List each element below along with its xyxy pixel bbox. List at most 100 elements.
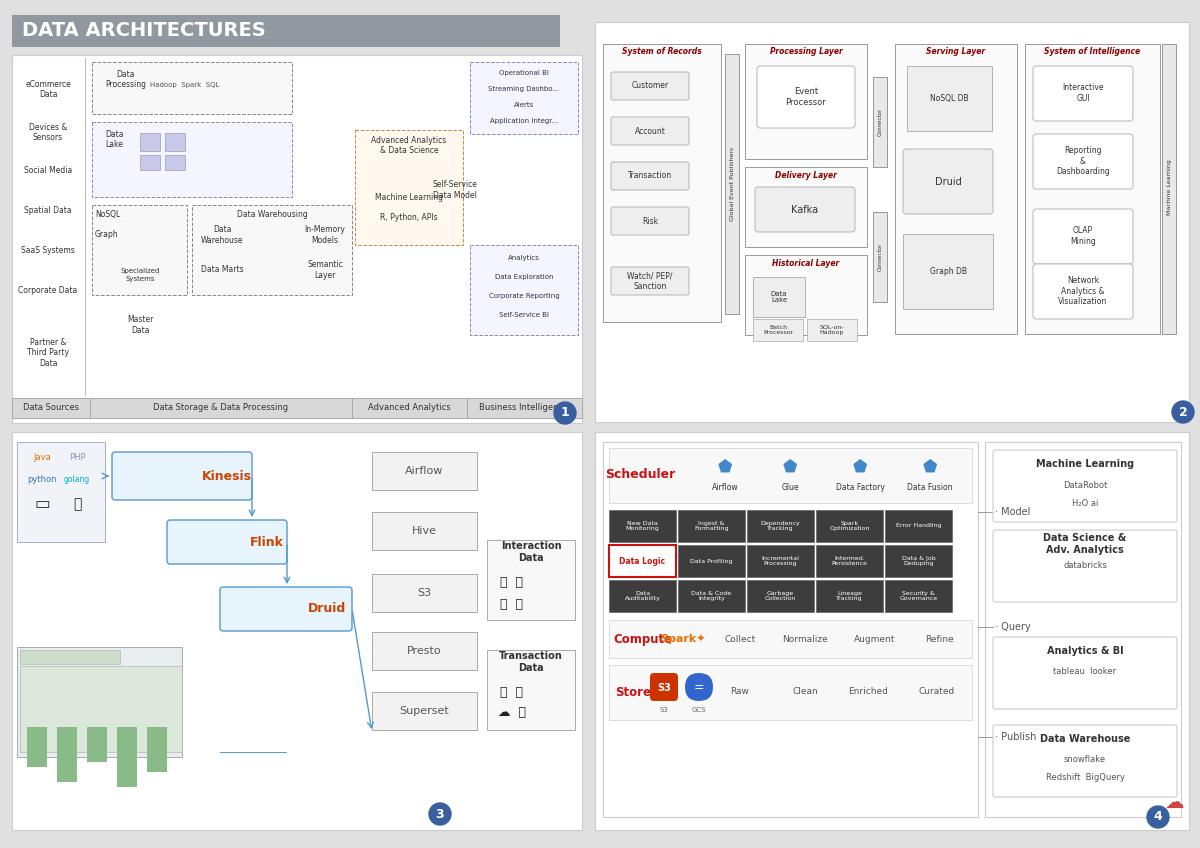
Text: Superset: Superset bbox=[400, 706, 449, 716]
Text: · Publish: · Publish bbox=[995, 732, 1037, 742]
Text: tableau  looker: tableau looker bbox=[1054, 667, 1116, 677]
Bar bbox=[118, 727, 137, 787]
Text: OLAP
Mining: OLAP Mining bbox=[1070, 226, 1096, 246]
Bar bbox=[12, 432, 582, 830]
Bar bbox=[886, 545, 952, 577]
Text: 3: 3 bbox=[436, 807, 444, 821]
Bar bbox=[372, 452, 478, 490]
Bar bbox=[372, 512, 478, 550]
Text: Store: Store bbox=[616, 685, 650, 699]
Text: PHP: PHP bbox=[68, 453, 85, 461]
Text: Normalize: Normalize bbox=[782, 634, 828, 644]
Text: Master
Data: Master Data bbox=[127, 315, 154, 335]
FancyBboxPatch shape bbox=[1033, 264, 1133, 319]
Bar bbox=[1025, 44, 1160, 334]
Bar bbox=[487, 540, 575, 620]
Bar bbox=[745, 44, 866, 159]
Text: System of Intelligence: System of Intelligence bbox=[1044, 47, 1140, 57]
Bar bbox=[140, 155, 160, 170]
Bar bbox=[470, 245, 578, 335]
Bar bbox=[166, 133, 185, 151]
FancyBboxPatch shape bbox=[1033, 66, 1133, 121]
Bar bbox=[372, 632, 478, 670]
Text: 2: 2 bbox=[1178, 405, 1187, 419]
FancyBboxPatch shape bbox=[994, 530, 1177, 602]
Text: S3: S3 bbox=[416, 588, 431, 598]
Text: Hadoop  Spark  SQL: Hadoop Spark SQL bbox=[150, 82, 220, 88]
FancyBboxPatch shape bbox=[755, 187, 854, 232]
Text: S3: S3 bbox=[660, 707, 668, 713]
Bar bbox=[17, 647, 182, 757]
Bar bbox=[470, 62, 578, 134]
Text: Data Marts: Data Marts bbox=[200, 265, 244, 275]
Bar bbox=[746, 510, 814, 542]
FancyBboxPatch shape bbox=[994, 725, 1177, 797]
Bar bbox=[166, 155, 185, 170]
Text: Machine Learning: Machine Learning bbox=[374, 193, 443, 203]
Bar bbox=[746, 545, 814, 577]
Text: Streaming Dashbo...: Streaming Dashbo... bbox=[488, 86, 559, 92]
Text: =: = bbox=[694, 682, 704, 695]
Text: Hive: Hive bbox=[412, 526, 437, 536]
Bar bbox=[678, 580, 745, 612]
Bar bbox=[808, 319, 857, 341]
Text: Security &
Governance: Security & Governance bbox=[900, 590, 937, 601]
FancyBboxPatch shape bbox=[611, 207, 689, 235]
FancyBboxPatch shape bbox=[220, 587, 352, 631]
FancyBboxPatch shape bbox=[994, 637, 1177, 709]
Bar bbox=[895, 44, 1018, 334]
Text: Batch
Processor: Batch Processor bbox=[763, 325, 793, 336]
Text: Partner &
Third Party
Data: Partner & Third Party Data bbox=[28, 338, 70, 368]
Bar bbox=[352, 398, 467, 418]
Text: Airflow: Airflow bbox=[712, 483, 738, 492]
Bar bbox=[904, 234, 994, 309]
Circle shape bbox=[1147, 806, 1169, 828]
Text: Advanced Analytics: Advanced Analytics bbox=[367, 404, 450, 412]
Bar bbox=[816, 580, 883, 612]
Text: Semantic
Layer: Semantic Layer bbox=[307, 260, 343, 280]
Text: 1: 1 bbox=[560, 406, 569, 420]
FancyBboxPatch shape bbox=[1033, 209, 1133, 264]
Text: Alerts: Alerts bbox=[514, 102, 534, 108]
Text: 📊  🗄️: 📊 🗄️ bbox=[500, 685, 523, 699]
Text: Delivery Layer: Delivery Layer bbox=[775, 170, 836, 180]
Text: Corporate Reporting: Corporate Reporting bbox=[488, 293, 559, 299]
FancyBboxPatch shape bbox=[1033, 134, 1133, 189]
Bar bbox=[20, 666, 182, 752]
Bar bbox=[192, 205, 352, 295]
Text: 📱  📄: 📱 📄 bbox=[500, 576, 523, 589]
Text: Collect: Collect bbox=[725, 634, 756, 644]
Text: Error Handling: Error Handling bbox=[895, 523, 941, 528]
Text: Interaction
Data: Interaction Data bbox=[500, 541, 562, 563]
Text: ☁: ☁ bbox=[1165, 793, 1184, 812]
Text: Event
Processor: Event Processor bbox=[786, 87, 827, 107]
Text: Data Storage & Data Processing: Data Storage & Data Processing bbox=[154, 404, 288, 412]
Text: R, Python, APIs: R, Python, APIs bbox=[380, 214, 438, 222]
Text: Kinesis: Kinesis bbox=[202, 470, 252, 483]
Text: Garbage
Collection: Garbage Collection bbox=[764, 590, 796, 601]
Text: Corporate Data: Corporate Data bbox=[18, 286, 78, 295]
Bar bbox=[610, 448, 972, 503]
Text: Data & Job
Deduping: Data & Job Deduping bbox=[901, 555, 935, 566]
Text: Data Exploration: Data Exploration bbox=[494, 274, 553, 280]
Text: Dependency
Tracking: Dependency Tracking bbox=[761, 521, 800, 532]
Text: Intermed.
Persistence: Intermed. Persistence bbox=[832, 555, 868, 566]
Text: python: python bbox=[28, 476, 56, 484]
Text: Scheduler: Scheduler bbox=[605, 468, 676, 482]
Text: SQL-on-
Hadoop: SQL-on- Hadoop bbox=[820, 325, 845, 336]
Bar bbox=[355, 130, 463, 245]
Text: NoSQL: NoSQL bbox=[95, 210, 120, 219]
Text: Customer: Customer bbox=[631, 81, 668, 91]
Bar bbox=[816, 510, 883, 542]
Bar bbox=[745, 255, 866, 335]
Text: Analytics: Analytics bbox=[508, 255, 540, 261]
Bar bbox=[678, 510, 745, 542]
Bar bbox=[140, 133, 160, 151]
Bar bbox=[12, 55, 582, 423]
Text: DataRobot: DataRobot bbox=[1063, 481, 1108, 489]
Text: ⬟: ⬟ bbox=[853, 458, 868, 476]
Text: ⬟: ⬟ bbox=[923, 458, 937, 476]
Text: Ingest &
Formatting: Ingest & Formatting bbox=[695, 521, 728, 532]
Text: 4: 4 bbox=[1153, 811, 1163, 823]
Text: Devices &
Sensors: Devices & Sensors bbox=[29, 123, 67, 142]
